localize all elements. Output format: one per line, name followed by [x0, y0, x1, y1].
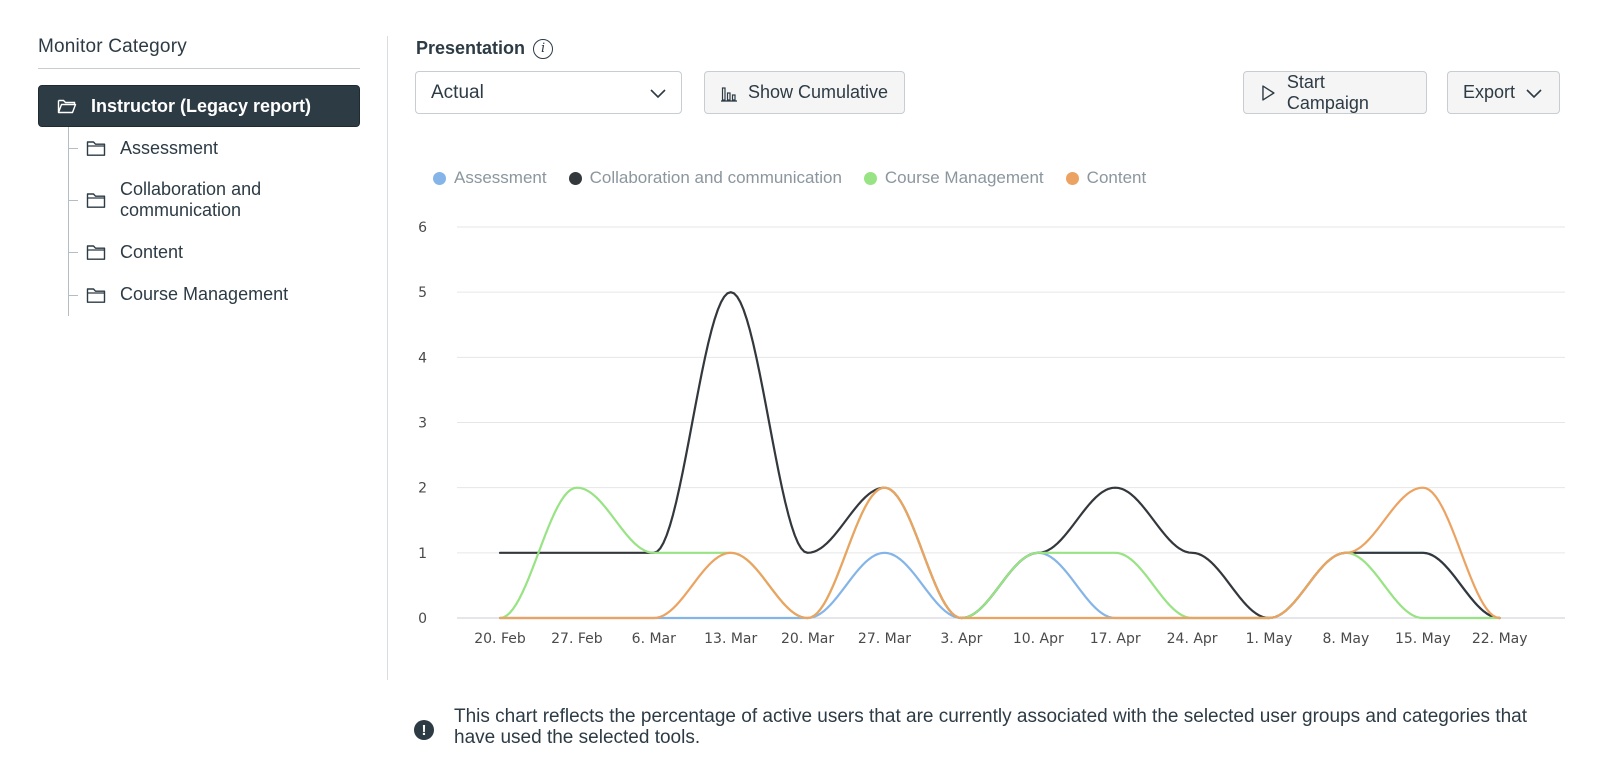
legend-item-content[interactable]: Content	[1065, 168, 1147, 188]
legend-dot	[568, 171, 582, 185]
y-tick-label: 3	[418, 416, 427, 432]
chart-note: ! This chart reflects the percentage of …	[414, 706, 1564, 748]
legend-label: Collaboration and communication	[589, 168, 842, 187]
folder-icon	[86, 193, 106, 208]
line-chart: 0 1 2 3 4 5 6 20. Feb 27. Feb 6. Mar 13. Mar 20. Ma…	[418, 220, 1565, 647]
legend-item-course-management[interactable]: Course Management	[863, 168, 1044, 188]
x-tick-label: 13. Mar	[704, 631, 757, 647]
presentation-label-text: Presentation	[416, 38, 526, 58]
legend-dot	[1065, 171, 1079, 185]
open-folder-icon	[57, 99, 77, 114]
x-tick-label: 8. May	[1323, 631, 1370, 647]
start-campaign-label: Start Campaign	[1286, 71, 1369, 113]
info-icon[interactable]: i	[533, 38, 554, 59]
x-tick-label: 10. Apr	[1013, 631, 1064, 647]
x-tick-label: 15. May	[1395, 631, 1451, 647]
alert-icon: !	[414, 720, 434, 740]
tree-item-instructor[interactable]: Instructor (Legacy report)	[38, 85, 360, 127]
chevron-down-icon	[650, 89, 666, 99]
y-tick-label: 1	[418, 546, 427, 562]
folder-icon	[86, 287, 106, 303]
tree-item-course-management[interactable]: Course Management	[68, 273, 360, 316]
y-tick-label: 5	[418, 285, 427, 301]
tree-item-content[interactable]: Content	[68, 231, 360, 273]
tree-item-collaboration[interactable]: Collaboration and communication	[68, 169, 360, 231]
panel-divider	[387, 36, 388, 680]
series-line[interactable]	[498, 486, 1501, 620]
tree-item-assessment[interactable]: Assessment	[68, 127, 360, 169]
y-tick-label: 2	[418, 481, 427, 497]
presentation-select-value: Actual	[431, 81, 484, 103]
presentation-label: Presentation i	[416, 38, 554, 59]
tree-root-label: Instructor (Legacy report)	[91, 95, 312, 116]
tree-item-label: Content	[120, 241, 184, 262]
x-tick-label: 27. Mar	[858, 631, 911, 647]
sidebar: Monitor Category Instructor (Legacy repo…	[38, 36, 360, 316]
presentation-select[interactable]: Actual	[415, 71, 682, 114]
chart-note-text: This chart reflects the percentage of ac…	[454, 706, 1528, 748]
legend-item-assessment[interactable]: Assessment	[433, 168, 547, 188]
tree-item-label: Collaboration and communication	[120, 179, 262, 220]
series-line[interactable]	[498, 291, 1501, 620]
legend-dot	[863, 171, 877, 185]
category-tree: Instructor (Legacy report) Assessment Co…	[38, 85, 360, 316]
x-tick-label: 17. Apr	[1090, 631, 1141, 647]
x-tick-label: 3. Apr	[940, 631, 982, 647]
x-tick-label: 20. Feb	[474, 631, 526, 647]
y-tick-label: 0	[418, 611, 427, 627]
x-tick-label: 20. Mar	[781, 631, 834, 647]
legend-dot	[433, 171, 446, 185]
y-tick-label: 4	[418, 350, 427, 366]
export-label: Export	[1463, 82, 1516, 102]
show-cumulative-label: Show Cumulative	[748, 82, 889, 102]
tree-children: Assessment Collaboration and communicati…	[68, 127, 360, 316]
bar-chart-icon	[721, 86, 737, 102]
x-tick-label: 1. May	[1246, 631, 1293, 647]
legend-label: Content	[1086, 168, 1147, 187]
folder-icon	[86, 245, 106, 260]
x-tick-label: 22. May	[1472, 631, 1528, 647]
folder-icon	[86, 141, 106, 156]
x-tick-label: 27. Feb	[551, 631, 603, 647]
sidebar-title: Monitor Category	[38, 36, 360, 69]
export-button[interactable]: Export	[1447, 71, 1560, 114]
tree-item-label: Assessment	[120, 137, 219, 158]
legend-label: Course Management	[884, 168, 1044, 187]
legend-label: Assessment	[454, 168, 547, 187]
tree-item-label: Course Management	[120, 284, 289, 304]
x-tick-label: 24. Apr	[1167, 631, 1218, 647]
play-icon	[1262, 84, 1275, 101]
chart-legend: Assessment Collaboration and communicati…	[433, 168, 1168, 188]
legend-item-collaboration[interactable]: Collaboration and communication	[568, 168, 842, 188]
x-tick-label: 6. Mar	[632, 631, 676, 647]
y-tick-label: 6	[418, 220, 427, 236]
start-campaign-button[interactable]: Start Campaign	[1243, 71, 1427, 114]
chevron-down-icon	[1526, 88, 1542, 98]
show-cumulative-button[interactable]: Show Cumulative	[704, 71, 905, 114]
